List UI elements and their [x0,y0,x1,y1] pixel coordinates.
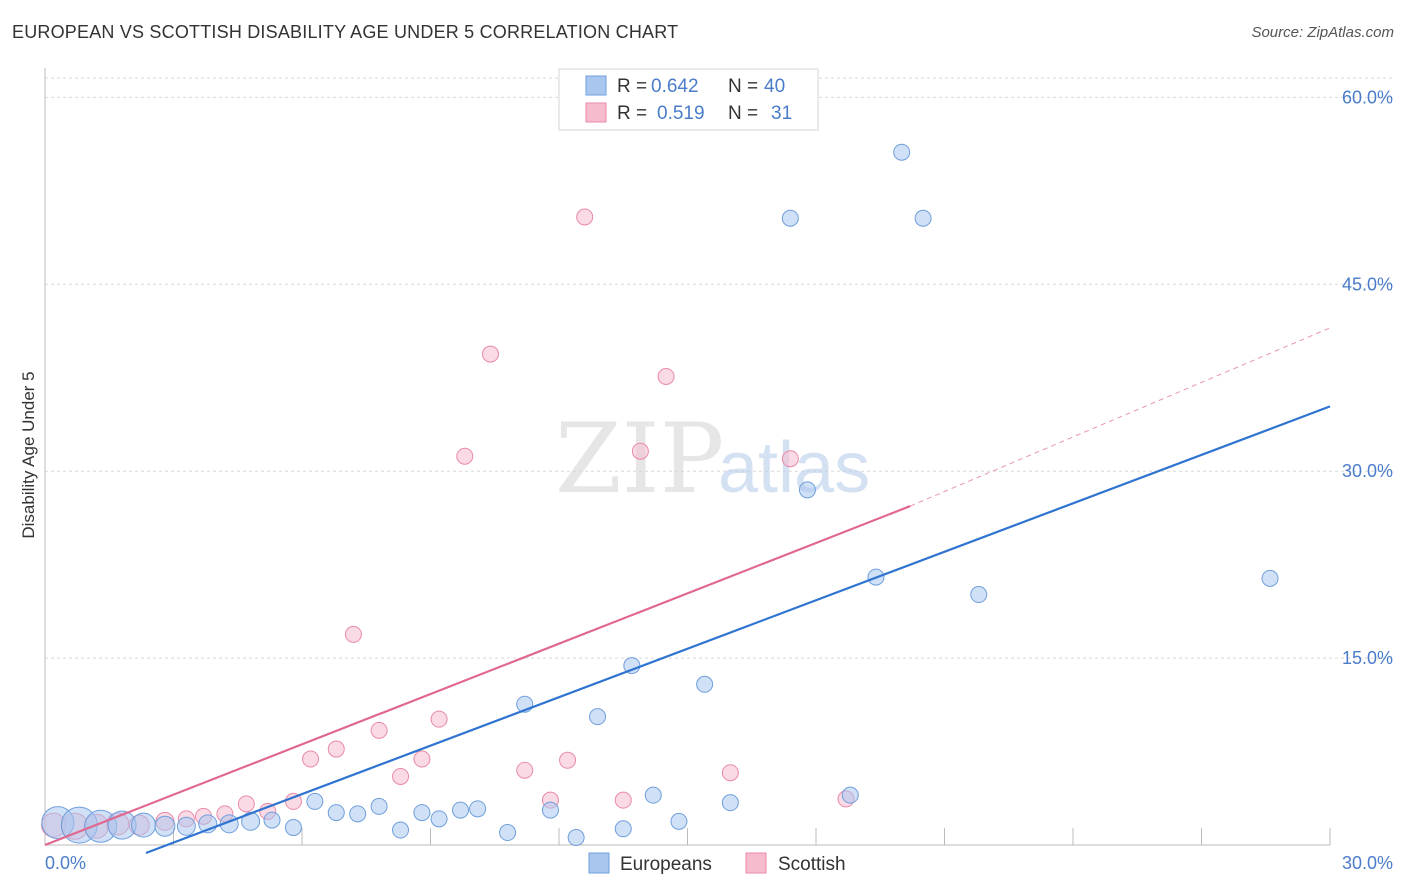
european-point-26 [614,820,632,838]
stats-legend: R = 0.642 N = 40 R = 0.519 N = 31 [558,68,819,131]
european-point-16 [392,821,410,839]
european-point-19 [451,801,469,819]
scottish-point-26 [631,442,649,460]
scottish-point-9 [237,795,255,813]
european-point-12 [306,792,324,810]
european-point-21 [499,824,517,842]
european-point-36 [893,143,911,161]
bottom-legend-europeans: Europeans [620,854,712,875]
y-axis-label: Disability Age Under 5 [19,371,38,538]
european-point-39 [1261,569,1279,587]
scottish-point-24 [576,208,594,226]
legend-n-label-scottish: N = [728,103,758,124]
european-point-15 [370,797,388,815]
european-point-30 [696,675,714,693]
european-point-23 [541,801,559,819]
watermark: ZIP atlas [555,403,870,515]
y-tick-label-1: 30.0% [1342,461,1393,481]
x-tick-label-max: 30.0% [1342,853,1393,873]
european-point-38 [970,586,988,604]
grid-lines [45,77,1392,659]
scottish-point-16 [392,767,410,785]
european-point-17 [413,804,431,822]
bottom-legend-scottish: Scottish [778,854,846,875]
legend-n-label-europeans: N = [728,76,758,97]
legend-n-value-europeans: 40 [764,76,785,97]
european-point-25 [589,708,607,726]
scottish-trend-line [44,505,911,847]
scottish-point-25 [614,791,632,809]
european-point-32 [781,209,799,227]
watermark-atlas: atlas [718,428,870,508]
european-point-29 [670,812,688,830]
scottish-point-17 [413,750,431,768]
european-point-11 [284,819,302,837]
scottish-point-14 [344,625,362,643]
bottom-legend-swatch-scottish [745,852,767,874]
legend-r-value-europeans: 0.642 [651,76,699,97]
chart-title: EUROPEAN VS SCOTTISH DISABILITY AGE UNDE… [12,22,679,42]
y-tick-label-0: 15.0% [1342,648,1393,668]
european-point-18 [430,810,448,828]
scottish-point-23 [559,751,577,769]
legend-r-value-scottish: 0.519 [657,103,705,124]
tick-labels: 15.0% 30.0% 45.0% 60.0% 0.0% 30.0% [45,87,1393,873]
european-point-4 [131,812,157,838]
legend-swatch-scottish [585,102,607,123]
european-point-20 [469,800,487,818]
european-point-31 [721,794,739,812]
european-point-9 [241,811,261,831]
european-point-14 [349,805,367,823]
european-trend-line [145,405,1331,855]
y-tick-label-2: 45.0% [1342,274,1393,294]
european-point-37 [914,209,932,227]
scottish-point-12 [302,750,320,768]
european-point-6 [176,816,196,836]
scottish-point-29 [781,450,799,468]
scottish-point-21 [516,761,534,779]
european-point-24 [567,829,585,847]
source-credit: Source: ZipAtlas.com [1251,24,1394,41]
x-tick-label-min: 0.0% [45,853,86,873]
scottish-point-13 [327,740,345,758]
european-point-10 [263,811,281,829]
bottom-legend-swatch-europeans [588,852,610,874]
legend-n-value-scottish: 31 [771,103,792,124]
european-point-5 [154,815,176,837]
scottish-point-15 [370,721,388,739]
european-point-33 [798,481,816,499]
scottish-point-18 [430,710,448,728]
scottish-points [41,208,855,840]
european-point-28 [644,786,662,804]
european-point-34 [841,786,859,804]
trend-lines [44,327,1331,855]
european-point-13 [327,804,345,822]
scottish-point-19 [456,447,474,465]
bottom-legend: Europeans Scottish [588,852,846,875]
scottish-point-28 [721,764,739,782]
y-tick-label-3: 60.0% [1342,87,1393,107]
scottish-trend-extension [910,327,1331,507]
legend-r-label-scottish: R = [617,103,647,124]
legend-r-label-europeans: R = [617,76,647,97]
scottish-point-27 [657,367,675,385]
legend-swatch-europeans [585,75,607,96]
scottish-point-20 [481,345,499,363]
